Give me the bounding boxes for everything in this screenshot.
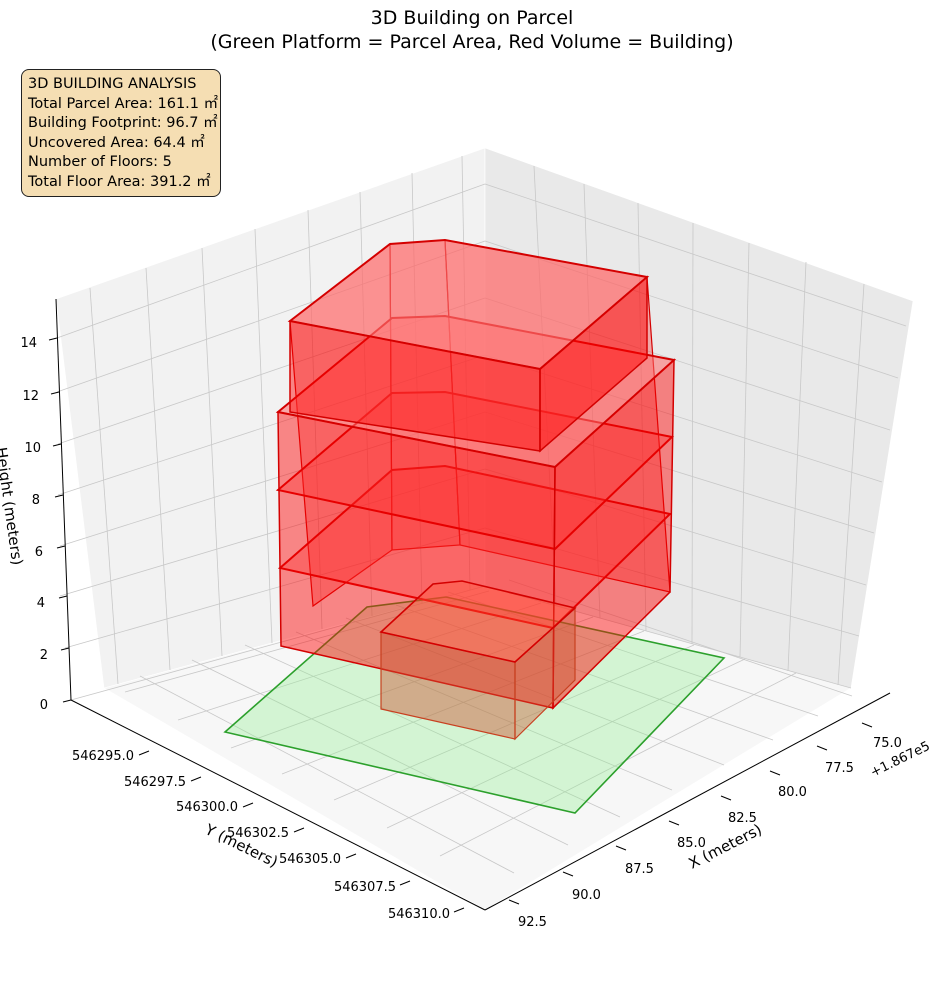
y-gridline	[439, 672, 797, 857]
x-tick-label: 77.5	[825, 761, 854, 776]
z-axis-line	[55, 298, 72, 701]
y-gridline	[386, 658, 746, 829]
x-tick-label: 85.0	[677, 836, 706, 851]
z-tick	[50, 391, 60, 395]
y-tick	[399, 880, 411, 886]
y-tick	[453, 907, 465, 913]
lower-block-top	[379, 580, 577, 663]
y-tick-label: 546297.5	[124, 775, 186, 790]
z-gridline	[484, 183, 907, 327]
x-gridline	[739, 242, 750, 658]
z-tick-label: 2	[40, 648, 48, 663]
y-tick	[138, 750, 150, 756]
y-tick	[293, 827, 305, 833]
y-tick-labels: 546295.0 546297.5 546300.0 546302.5 5463…	[72, 749, 450, 922]
z-tick	[60, 647, 70, 651]
chart-title-block: 3D Building on Parcel (Green Platform = …	[0, 6, 944, 54]
x-gridline	[345, 617, 725, 766]
y-tick	[242, 802, 254, 808]
analysis-heading: 3D BUILDING ANALYSIS	[28, 76, 197, 92]
y-tick-label: 546307.5	[334, 880, 396, 895]
parcel-platform	[223, 596, 726, 814]
z-gridline	[484, 527, 860, 637]
x-axis-line	[484, 692, 891, 911]
z-tick-label: 4	[37, 596, 45, 611]
analysis-line: Total Floor Area: 391.2 ㎡	[28, 173, 211, 190]
chart-subtitle: (Green Platform = Parcel Area, Red Volum…	[210, 31, 734, 53]
floor-slab	[277, 464, 673, 630]
y-tick-label: 546302.5	[227, 826, 289, 841]
analysis-line: Uncovered Area: 64.4 ㎡	[28, 134, 205, 151]
x-tick	[816, 745, 828, 751]
x-gridline	[191, 659, 569, 846]
y-tick-label: 546305.0	[279, 852, 341, 867]
x-tick-label: 80.0	[778, 785, 807, 800]
building-volume	[275, 238, 677, 741]
z-gridline	[70, 585, 486, 701]
z-tick	[54, 494, 64, 498]
analysis-line: Building Footprint: 96.7 ㎡	[28, 115, 218, 132]
x-tick	[720, 795, 732, 801]
z-tick-label: 8	[32, 493, 40, 508]
y-gridline	[333, 644, 695, 801]
analysis-box: 3D BUILDING ANALYSIS Total Parcel Area: …	[21, 69, 221, 197]
x-tick-label: 75.0	[873, 736, 902, 751]
y-tick-label: 546295.0	[72, 749, 134, 764]
x-gridline	[508, 579, 853, 697]
x-tick	[615, 845, 627, 851]
y-gridline	[177, 602, 542, 721]
x-gridline	[295, 631, 673, 791]
x-gridline	[244, 644, 621, 818]
building-front-wall	[539, 275, 648, 453]
axes	[48, 298, 891, 913]
x-tick	[769, 770, 781, 776]
x-tick	[508, 899, 520, 905]
x-gridline	[447, 591, 819, 717]
z-tick	[48, 337, 58, 341]
z-tick	[52, 443, 62, 447]
chart-title: 3D Building on Parcel	[370, 7, 574, 29]
analysis-line: Total Parcel Area: 161.1 ㎡	[28, 95, 219, 112]
z-tick	[62, 699, 72, 703]
x-gridline	[395, 604, 774, 741]
y-tick	[345, 853, 357, 859]
z-tick-label: 12	[22, 389, 39, 404]
x-gridline	[637, 202, 647, 632]
z-tick-label: 14	[20, 336, 37, 351]
x-tick-label: 90.0	[572, 888, 601, 903]
x-gridline	[837, 283, 865, 686]
z-gridline	[59, 468, 486, 597]
y-axis-line	[70, 699, 486, 911]
x-gridline	[787, 261, 807, 672]
z-axis-label: Height (meters)	[0, 446, 26, 566]
x-tick	[861, 722, 873, 728]
z-tick	[58, 595, 68, 599]
y-gridline	[124, 590, 490, 693]
analysis-line: Number of Floors: 5	[28, 154, 172, 171]
x-tick	[668, 820, 680, 826]
z-tick	[56, 545, 66, 549]
y-gridline	[230, 616, 594, 749]
y-tick	[190, 776, 202, 782]
x-gridline	[691, 222, 694, 645]
x-tick-label: 92.5	[518, 915, 547, 930]
z-gridline	[56, 183, 486, 339]
y-tick-label: 546300.0	[176, 800, 238, 815]
z-tick-label: 0	[40, 698, 48, 713]
x-gridline	[139, 675, 515, 874]
y-gridline	[89, 287, 119, 685]
y-gridline	[201, 247, 223, 657]
z-tick-label: 6	[35, 545, 43, 560]
x-tick-label: 87.5	[625, 862, 654, 877]
y-gridline	[145, 267, 171, 671]
x-tick-label: 82.5	[728, 811, 757, 826]
z-tick-labels: 0 2 4 6 8 10 12 14	[20, 336, 48, 713]
y-tick-label: 546310.0	[388, 907, 450, 922]
y-gridline	[254, 228, 273, 644]
z-gridline	[484, 585, 852, 689]
x-tick	[562, 871, 574, 877]
z-tick-label: 10	[24, 441, 41, 456]
